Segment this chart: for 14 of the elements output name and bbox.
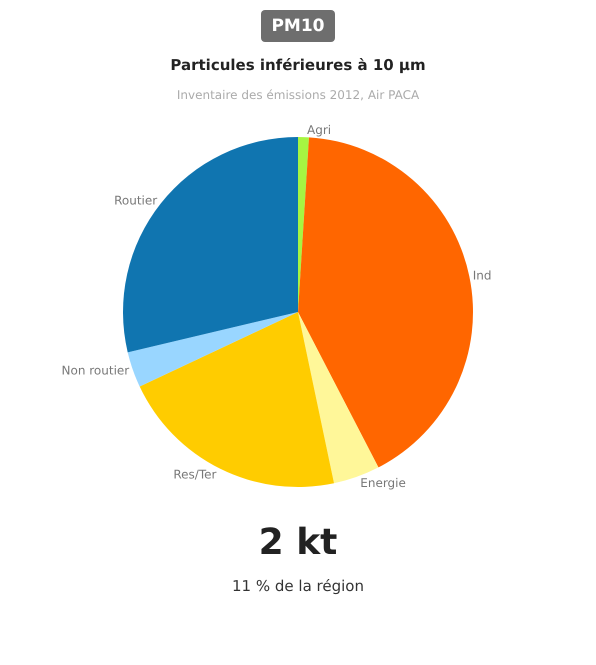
slice-label: Energie [360,476,406,490]
text: 2 kt [258,522,338,563]
slice-label: Ind [472,268,492,283]
slice-label: Non routier [62,363,130,378]
slice-label: Agri [306,123,332,138]
text: 11 % de la région [231,577,365,595]
pie-slice [128,312,298,387]
chart-subtitle: Inventaire des émissions 2012, Air PACA [176,88,420,102]
chart-title: Particules inférieures à 10 µm [169,56,427,74]
text: PM10 [261,10,335,42]
slice-label: Res/Ter [173,467,217,482]
pie-slice [298,137,473,468]
slice-label: Routier [114,194,158,208]
pie-slice [140,312,334,487]
